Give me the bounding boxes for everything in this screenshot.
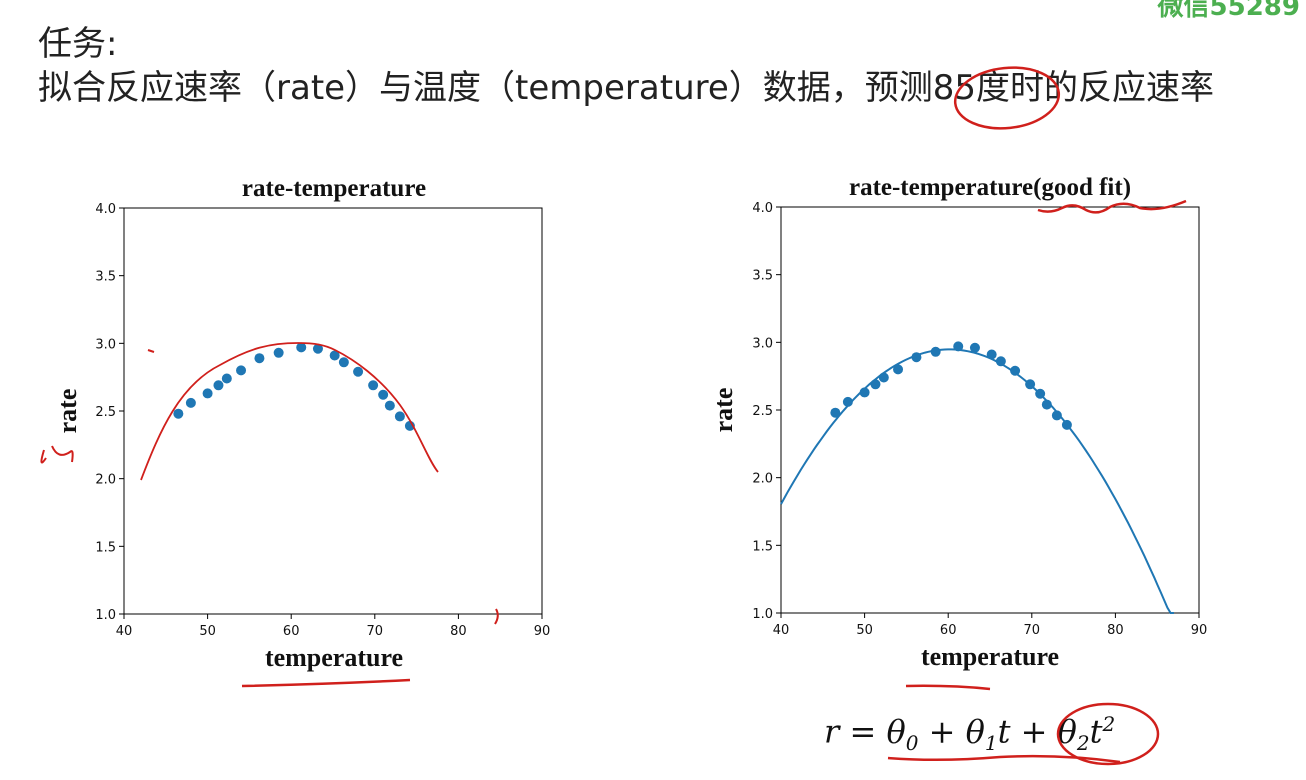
left-plot-frame [123,207,543,615]
left-x-tick-label: 50 [199,624,216,639]
left-data-point [353,366,364,377]
left-chart-title: rate-temperature [242,175,426,202]
left-x-tick-label: 90 [534,624,551,639]
left-data-point [368,380,379,391]
left-y-tick-label: 3.0 [95,337,116,352]
left-data-point [404,420,415,431]
formula-equals: = [849,712,877,751]
right-data-point [953,341,964,352]
right-data-point [995,356,1006,367]
left-y-tick-label: 1.5 [95,540,116,555]
right-y-tick-label: 3.0 [752,336,773,351]
left-data-point [185,397,196,408]
left-data-point [202,388,213,399]
right-x-tick-label: 80 [1107,623,1124,638]
left-y-tick-label: 3.5 [95,270,116,285]
left-data-point [213,380,224,391]
right-y-tick-label: 2.5 [752,404,773,419]
formula-t2: t [1089,712,1103,751]
left-data-point [173,408,184,419]
left-data-point [296,342,307,353]
left-data-point [273,347,284,358]
formula-t1: t [997,712,1011,751]
formula-theta1-sub: 1 [984,731,998,756]
left-x-axis-label: temperature [265,643,403,672]
right-data-point [1035,388,1046,399]
right-y-axis-label: rate [709,388,738,433]
right-x-tick-label: 50 [856,623,873,638]
left-x-tick-label: 60 [283,624,300,639]
left-y-tick-label: 4.0 [95,202,116,217]
right-y-tick-label: 1.5 [752,539,773,554]
left-data-point [329,350,340,361]
left-data-point [221,373,232,384]
left-y-axis-label: rate [53,389,82,434]
right-y-tick-label: 4.0 [752,201,773,216]
formula-theta0-sub: 0 [905,731,919,756]
right-data-point [986,349,997,360]
left-y-tick-label: 2.0 [95,473,116,488]
right-y-tick-label: 1.0 [752,607,773,622]
right-data-point [859,387,870,398]
formula-plus-1: + [928,712,956,751]
formula-theta0: θ [886,712,906,751]
task-label: 任务: [38,24,118,64]
formula-theta2-sub: 2 [1076,731,1090,756]
formula-theta2: θ [1057,712,1077,751]
right-y-tick-label: 3.5 [752,269,773,284]
left-data-point [378,389,389,400]
left-x-tick-label: 80 [450,624,467,639]
formula-t2-sup: 2 [1102,712,1116,736]
right-data-point [842,396,853,407]
left-y-tick-label: 1.0 [95,608,116,623]
right-data-point [911,352,922,363]
left-data-point [236,365,247,376]
right-x-tick-label: 60 [940,623,957,638]
right-fit-curve [780,348,1174,614]
right-chart-title: rate-temperature(good fit) [849,174,1131,201]
left-x-tick-label: 70 [367,624,384,639]
right-data-point [969,342,980,353]
right-data-point [830,407,841,418]
right-data-point [930,346,941,357]
right-x-axis-label: temperature [921,642,1059,671]
formula-theta1: θ [965,712,985,751]
left-x-tick-label: 40 [116,624,133,639]
left-data-point [338,357,349,368]
right-data-point [1010,365,1021,376]
left-data-point [394,411,405,422]
right-x-tick-label: 40 [773,623,790,638]
watermark: 微信55289 [1157,0,1300,22]
right-data-point [1061,419,1072,430]
right-data-point [870,379,881,390]
left-data-point [254,353,265,364]
right-data-point [1051,410,1062,421]
formula-plus-2: + [1020,712,1048,751]
left-data-point [312,343,323,354]
right-data-point [1041,399,1052,410]
formula-lhs: r [824,712,840,751]
right-y-tick-label: 2.0 [752,472,773,487]
right-x-tick-label: 70 [1024,623,1041,638]
right-data-point [893,364,904,375]
right-x-tick-label: 90 [1191,623,1208,638]
left-y-tick-label: 2.5 [95,405,116,420]
right-data-point [878,372,889,383]
right-data-point [1025,379,1036,390]
fit-formula: r = θ0 + θ1t + θ2t2 [824,712,1115,755]
left-data-point [384,400,395,411]
